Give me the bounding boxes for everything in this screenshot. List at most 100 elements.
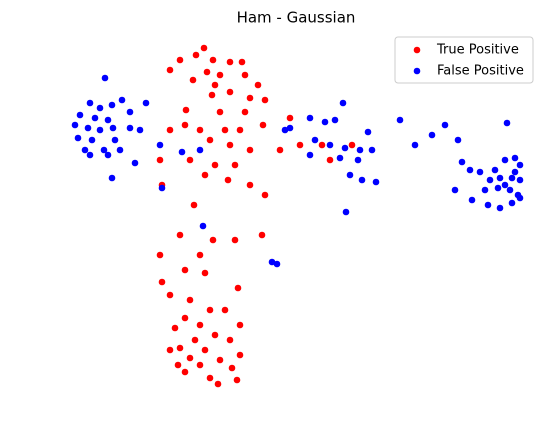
point <box>101 74 109 82</box>
point <box>306 151 314 159</box>
point <box>181 266 189 274</box>
point <box>182 106 190 114</box>
point <box>258 231 266 239</box>
point <box>516 161 524 169</box>
point <box>281 126 289 134</box>
point <box>216 108 224 116</box>
point <box>342 208 350 216</box>
point <box>364 128 372 136</box>
point <box>176 231 184 239</box>
point <box>496 204 504 212</box>
point <box>208 91 216 99</box>
point <box>494 184 502 192</box>
point <box>156 156 164 164</box>
point <box>136 126 144 134</box>
point <box>286 114 294 122</box>
point <box>86 99 94 107</box>
point <box>84 124 92 132</box>
point <box>428 131 436 139</box>
point <box>108 101 116 109</box>
point <box>196 251 204 259</box>
point <box>216 71 224 79</box>
point <box>191 336 199 344</box>
point <box>76 111 84 119</box>
point <box>241 71 249 79</box>
point <box>311 136 319 144</box>
point <box>368 146 376 154</box>
point <box>238 58 246 66</box>
point <box>88 136 96 144</box>
legend-label: True Positive <box>436 43 519 58</box>
point <box>214 380 222 388</box>
point <box>111 136 119 144</box>
point <box>190 201 198 209</box>
point <box>356 146 364 154</box>
point <box>199 222 207 230</box>
point <box>396 116 404 124</box>
point <box>411 141 419 149</box>
point <box>189 76 197 84</box>
point <box>246 181 254 189</box>
point <box>81 146 89 154</box>
point <box>211 81 219 89</box>
point <box>491 166 499 174</box>
point <box>306 114 314 122</box>
point <box>181 121 189 129</box>
point <box>201 171 209 179</box>
point <box>358 176 366 184</box>
point <box>224 176 232 184</box>
point <box>441 121 449 129</box>
point <box>516 176 524 184</box>
point <box>506 186 514 194</box>
point <box>226 88 234 96</box>
point <box>126 108 134 116</box>
point <box>296 141 304 149</box>
point <box>201 269 209 277</box>
point <box>511 154 519 162</box>
point <box>226 141 234 149</box>
point <box>511 168 519 176</box>
legend-label: False Positive <box>437 64 524 79</box>
point <box>458 158 466 166</box>
point <box>209 236 217 244</box>
point <box>261 96 269 104</box>
point <box>100 146 108 154</box>
point <box>286 124 294 132</box>
legend-box <box>394 36 534 84</box>
point <box>508 174 516 182</box>
point <box>118 96 126 104</box>
legend-marker <box>413 46 421 54</box>
point <box>156 251 164 259</box>
point <box>276 146 284 154</box>
point <box>236 126 244 134</box>
point <box>186 354 194 362</box>
point <box>341 144 349 152</box>
point <box>196 146 204 154</box>
point <box>216 356 224 364</box>
point <box>346 171 354 179</box>
point <box>226 336 234 344</box>
point <box>236 321 244 329</box>
point <box>209 56 217 64</box>
point <box>466 166 474 174</box>
point <box>181 314 189 322</box>
point <box>192 51 200 59</box>
point <box>261 191 269 199</box>
point <box>109 124 117 132</box>
point <box>200 44 208 52</box>
point <box>339 99 347 107</box>
point <box>484 201 492 209</box>
point <box>501 181 509 189</box>
point <box>91 114 99 122</box>
point <box>234 284 242 292</box>
point <box>241 108 249 116</box>
point <box>206 306 214 314</box>
point <box>71 121 79 129</box>
point <box>203 68 211 76</box>
chart-title: Ham - Gaussian <box>237 9 356 27</box>
point <box>231 236 239 244</box>
point <box>158 184 166 192</box>
point <box>372 178 380 186</box>
point <box>273 260 281 268</box>
